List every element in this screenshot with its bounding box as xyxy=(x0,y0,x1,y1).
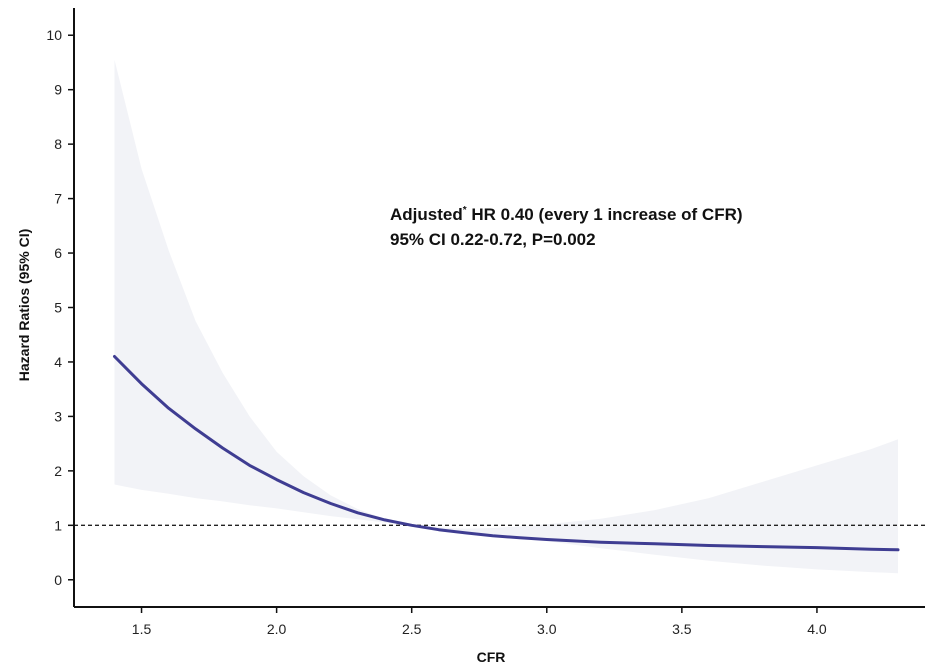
y-tick-label: 4 xyxy=(54,354,62,370)
x-tick-label: 2.0 xyxy=(267,621,287,637)
y-tick-label: 8 xyxy=(54,136,62,152)
annotation-adjusted: Adjusted xyxy=(390,205,463,224)
axes: 0 1 2 3 4 5 6 7 8 9 10 1.5 2.0 2.5 3.0 3.5 4.0 xyxy=(46,8,925,637)
y-tick-label: 6 xyxy=(54,245,62,261)
hazard-ratio-line xyxy=(113,355,900,552)
y-tick-label: 10 xyxy=(46,27,62,43)
x-tick-label: 2.5 xyxy=(402,621,422,637)
x-tick-label: 1.5 xyxy=(132,621,152,637)
x-tick-label: 3.5 xyxy=(672,621,692,637)
x-axis-title: CFR xyxy=(477,649,506,665)
y-tick-label: 9 xyxy=(54,82,62,98)
y-tick-label: 3 xyxy=(54,408,62,424)
y-tick-label: 7 xyxy=(54,191,62,207)
annotation-line-2: 95% CI 0.22-0.72, P=0.002 xyxy=(390,230,596,249)
confidence-band xyxy=(114,59,898,574)
y-tick-label: 5 xyxy=(54,300,62,316)
annotation: Adjusted* HR 0.40 (every 1 increase of C… xyxy=(390,205,743,249)
y-tick-label: 0 xyxy=(54,572,62,588)
y-tick-label: 2 xyxy=(54,463,62,479)
x-tick-label: 3.0 xyxy=(537,621,557,637)
confidence-band-layer xyxy=(114,59,898,574)
annotation-line-1: Adjusted* HR 0.40 (every 1 increase of C… xyxy=(390,205,743,224)
y-tick-label: 1 xyxy=(54,517,62,533)
y-axis-title: Hazard Ratios (95% CI) xyxy=(16,229,32,381)
annotation-hr-text: HR 0.40 (every 1 increase of CFR) xyxy=(467,205,743,224)
annotation-asterisk: * xyxy=(463,205,467,216)
hazard-ratio-line-layer xyxy=(113,355,900,552)
x-tick-label: 4.0 xyxy=(807,621,827,637)
